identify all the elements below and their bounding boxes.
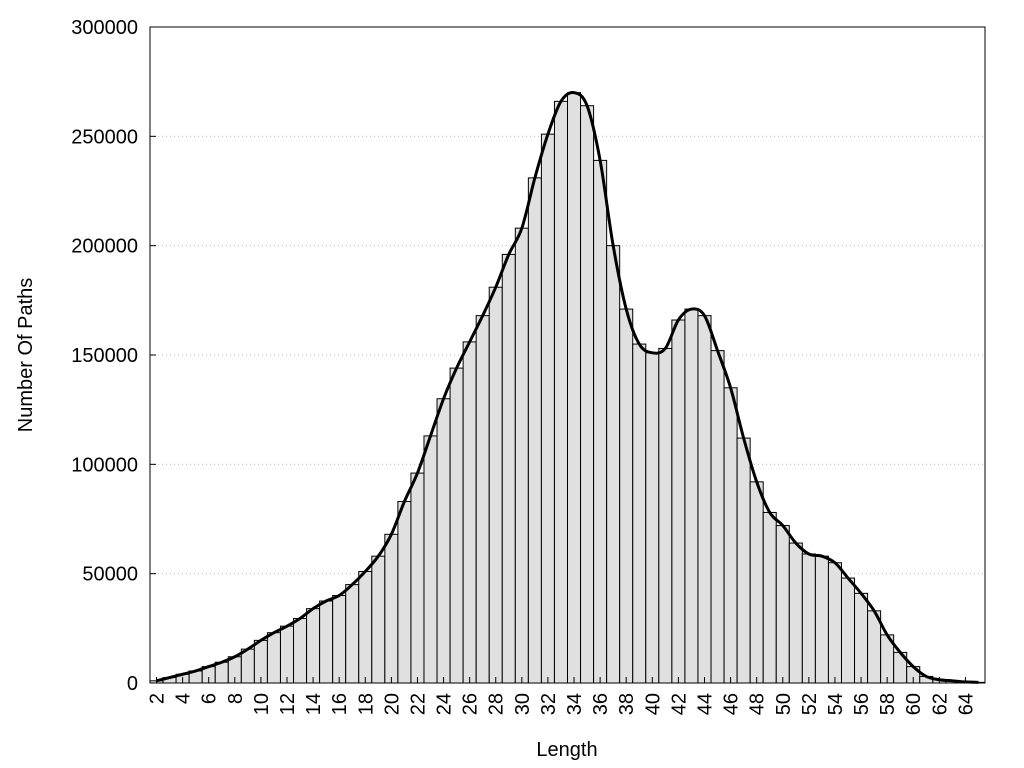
- x-tick-label: 36: [590, 693, 612, 715]
- x-tick-label: 2: [147, 693, 169, 704]
- x-tick-label: 12: [277, 693, 299, 715]
- bar: [580, 105, 595, 684]
- y-tick-label: 300000: [71, 17, 138, 39]
- bar: [658, 347, 673, 684]
- x-tick-label: 60: [903, 693, 925, 715]
- x-tick-label: 6: [199, 693, 221, 704]
- bar: [723, 387, 738, 684]
- x-tick-label: 34: [564, 693, 586, 715]
- plot-frame: [149, 26, 986, 684]
- x-tick-label: 38: [616, 693, 638, 715]
- y-axis-label: Number Of Paths: [15, 278, 37, 433]
- x-tick-label: 28: [486, 693, 508, 715]
- y-tick-label: 100000: [71, 454, 138, 476]
- x-tick-label: 16: [329, 693, 351, 715]
- bar: [253, 639, 268, 684]
- x-tick-label: 8: [225, 693, 247, 704]
- bar: [684, 308, 699, 684]
- bar: [827, 562, 842, 684]
- bar: [279, 625, 295, 684]
- bar: [527, 177, 542, 684]
- bar: [645, 352, 660, 684]
- x-tick-label: 52: [799, 693, 821, 715]
- bar: [345, 584, 360, 684]
- bar: [606, 245, 621, 684]
- bar: [540, 133, 555, 684]
- x-tick-label: 30: [512, 693, 534, 715]
- bar: [436, 398, 451, 684]
- y-tick-label: 50000: [82, 564, 138, 586]
- bar: [514, 227, 529, 684]
- x-tick-label: 18: [355, 693, 377, 715]
- x-tick-label: 64: [955, 693, 977, 715]
- y-tick-label: 150000: [71, 345, 138, 367]
- bar: [462, 341, 477, 684]
- x-axis-label: Length: [536, 739, 597, 761]
- bar: [632, 343, 647, 684]
- bar: [397, 501, 412, 684]
- bar: [788, 542, 803, 684]
- y-tick-label: 200000: [71, 236, 138, 258]
- x-tick-label: 54: [825, 693, 847, 715]
- x-tick-label: 20: [381, 693, 403, 715]
- bar: [423, 435, 438, 684]
- x-tick-label: 56: [851, 693, 873, 715]
- bar: [266, 632, 281, 684]
- bar: [332, 595, 347, 684]
- bar: [488, 286, 503, 684]
- bar: [762, 511, 777, 684]
- bar: [410, 472, 425, 684]
- bar: [801, 553, 816, 684]
- x-tick-label: 10: [251, 693, 273, 715]
- x-tick-label: 40: [642, 693, 664, 715]
- x-tick-label: 62: [929, 693, 951, 715]
- bar: [814, 555, 829, 684]
- bar: [567, 92, 582, 684]
- x-tick-label: 4: [173, 693, 195, 704]
- x-tick-label: 44: [694, 693, 716, 715]
- bar: [293, 617, 308, 684]
- bar: [384, 533, 399, 684]
- bar: [697, 315, 712, 684]
- y-tick-label: 250000: [71, 126, 138, 148]
- x-tick-label: 50: [773, 693, 795, 715]
- bar: [358, 570, 373, 684]
- x-tick-label: 48: [747, 693, 769, 715]
- bar: [671, 319, 686, 684]
- bar: [593, 159, 608, 684]
- bar: [553, 100, 568, 684]
- bar: [619, 308, 634, 684]
- bar: [501, 253, 516, 684]
- bar: [749, 481, 764, 684]
- bar: [475, 315, 490, 684]
- x-tick-label: 46: [721, 693, 743, 715]
- x-tick-label: 58: [877, 693, 899, 715]
- bar: [240, 648, 255, 684]
- x-tick-label: 24: [434, 693, 456, 715]
- x-tick-label: 26: [460, 693, 482, 715]
- bar: [306, 608, 321, 684]
- bar: [775, 525, 790, 684]
- x-tick-label: 42: [668, 693, 690, 715]
- x-tick-label: 22: [407, 693, 429, 715]
- bar: [371, 555, 386, 684]
- smooth-line: [156, 90, 979, 684]
- bar: [840, 577, 856, 684]
- bar: [449, 367, 464, 684]
- bar: [854, 592, 869, 684]
- bar: [710, 350, 725, 684]
- y-tick-label: 0: [127, 673, 138, 695]
- bar: [736, 437, 751, 684]
- bar: [319, 600, 334, 684]
- x-tick-label: 14: [303, 693, 325, 715]
- x-tick-label: 32: [538, 693, 560, 715]
